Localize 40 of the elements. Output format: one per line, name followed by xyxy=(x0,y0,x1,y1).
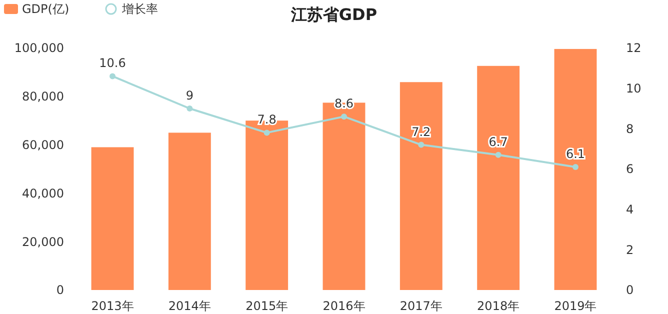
x-tick-label: 2017年 xyxy=(400,299,442,313)
point xyxy=(495,152,502,158)
x-tick-label: 2019年 xyxy=(554,299,597,313)
y2-tick-label: 2 xyxy=(626,242,634,257)
bar xyxy=(91,147,134,290)
x-tick-label: 2018年 xyxy=(477,299,520,313)
data-label: 7.2 xyxy=(412,124,431,139)
data-label: 10.6 xyxy=(99,56,126,70)
y-tick-label: 0 xyxy=(56,283,64,298)
data-label: 6.1 xyxy=(566,146,586,161)
bar xyxy=(554,48,597,290)
bar xyxy=(400,82,442,290)
legend-label: GDP(亿) xyxy=(22,2,70,16)
point xyxy=(110,73,116,80)
bar xyxy=(168,132,211,290)
y2-tick-label: 8 xyxy=(626,122,634,136)
y2-tick-label: 0 xyxy=(626,283,634,298)
point xyxy=(341,114,347,120)
point xyxy=(572,164,578,170)
y2-tick-label: 12 xyxy=(626,41,642,56)
y2-tick-label: 4 xyxy=(626,202,634,217)
data-label: 6.7 xyxy=(488,134,508,149)
x-tick-label: 2016年 xyxy=(322,299,366,313)
bar xyxy=(477,66,520,290)
y-tick-label: 80,000 xyxy=(22,90,64,104)
x-tick-label: 2013年 xyxy=(91,299,134,313)
x-tick-label: 2014年 xyxy=(168,299,211,313)
point xyxy=(264,130,270,136)
x-tick-label: 2015年 xyxy=(246,299,288,313)
point xyxy=(186,106,193,112)
y-tick-label: 40,000 xyxy=(22,186,64,200)
y2-tick-label: 6 xyxy=(626,162,634,176)
y-tick-label: 20,000 xyxy=(22,234,64,249)
y-tick-label: 60,000 xyxy=(22,138,64,152)
point xyxy=(418,142,424,148)
y2-tick-label: 10 xyxy=(626,82,642,96)
legend-label: 增长率 xyxy=(121,2,158,16)
y-tick-label: 100,000 xyxy=(14,41,64,56)
data-label: 9 xyxy=(186,88,194,102)
chart-title: 江苏省GDP xyxy=(290,5,378,24)
